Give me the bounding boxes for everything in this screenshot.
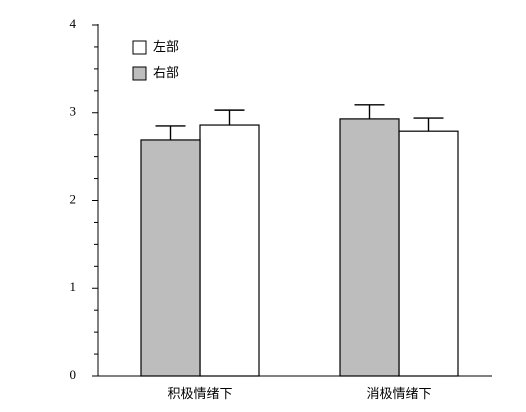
legend-label: 左部: [153, 39, 179, 54]
bar: [140, 139, 201, 377]
legend-swatch: [132, 66, 147, 81]
legend-swatch: [132, 40, 147, 55]
x-tick-label: 消极情绪下: [366, 386, 431, 401]
error-bar: [413, 117, 444, 132]
y-tick-label: 0: [70, 367, 77, 382]
legend-label: 右部: [153, 65, 179, 80]
error-bar: [354, 104, 385, 119]
y-tick-label: 4: [70, 16, 77, 31]
bar: [339, 118, 400, 377]
y-tick-label: 1: [70, 279, 77, 294]
bar: [398, 130, 459, 377]
y-tick-label: 2: [70, 191, 77, 206]
y-tick-label: 3: [70, 104, 77, 119]
error-bar: [214, 109, 245, 126]
x-tick-label: 积极情绪下: [167, 386, 232, 401]
error-bar: [155, 125, 186, 140]
bar: [199, 124, 260, 377]
